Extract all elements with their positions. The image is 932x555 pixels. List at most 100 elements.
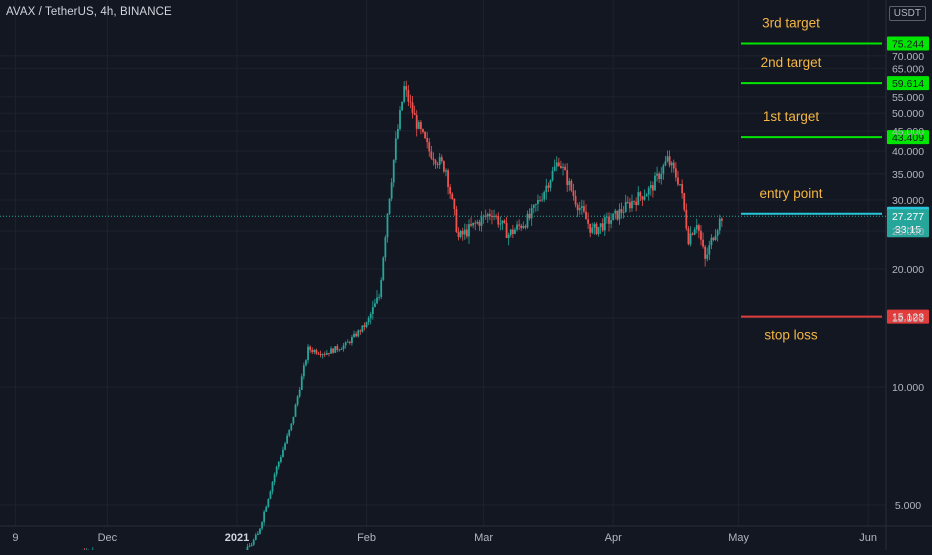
- time-axis: 9 Dec 2021 Feb Mar Apr May Jun: [12, 532, 877, 544]
- candle-body: [470, 224, 472, 226]
- candle-body: [522, 226, 525, 228]
- candle-body: [524, 226, 527, 228]
- candle-body: [346, 341, 349, 343]
- candle-body: [629, 202, 631, 209]
- candle-body: [250, 544, 253, 547]
- candle-body: [415, 115, 418, 129]
- candle-body: [359, 330, 362, 332]
- bar-countdown-text: 33:15: [895, 224, 921, 236]
- candle-body: [560, 165, 562, 168]
- candle-body: [509, 229, 512, 235]
- candle-body: [716, 230, 719, 236]
- candle-body: [449, 186, 452, 194]
- candle-body: [313, 350, 316, 353]
- level-price-tag-text: 43.409: [892, 132, 924, 144]
- candle-body: [507, 234, 510, 238]
- candle-body: [411, 102, 414, 113]
- candle-body: [436, 164, 439, 166]
- candle-body: [530, 207, 533, 219]
- candle-body: [265, 506, 268, 512]
- candle-body: [357, 330, 360, 337]
- candle-body: [355, 333, 358, 337]
- candle-body: [336, 346, 339, 350]
- candle-body: [296, 396, 299, 405]
- candle-body: [693, 229, 696, 235]
- candle-body: [403, 86, 406, 102]
- candle-body: [633, 201, 635, 202]
- candle-body: [288, 429, 291, 436]
- candle-body: [311, 350, 314, 353]
- candle-body: [601, 223, 604, 231]
- candle-body: [637, 192, 640, 205]
- candle-body: [430, 151, 433, 159]
- candle-body: [539, 199, 541, 201]
- candle-body: [710, 237, 713, 246]
- candle-body: [589, 223, 592, 233]
- candle-body: [608, 216, 610, 224]
- candle-body: [302, 365, 305, 377]
- y-tick-label: 65.000: [892, 63, 924, 75]
- price-unit-badge[interactable]: USDT: [888, 6, 926, 21]
- candle-body: [445, 170, 447, 172]
- candle-body: [386, 213, 389, 238]
- candle-body: [307, 346, 309, 361]
- candle-body: [606, 216, 608, 218]
- candle-body: [551, 170, 554, 181]
- candle-body: [679, 184, 681, 185]
- candle-body: [340, 349, 343, 350]
- trade-levels: 3rd target 75.244 2nd target 59.614 1st targ…: [741, 16, 929, 343]
- candle-body: [712, 237, 715, 240]
- candle-body: [376, 297, 378, 304]
- candle-body: [367, 318, 370, 323]
- candle-body: [543, 192, 546, 200]
- candle-body: [681, 184, 684, 194]
- current-price-tag: [887, 209, 929, 238]
- candle-body: [342, 345, 345, 350]
- candle-body: [566, 170, 569, 186]
- candle-body: [486, 214, 489, 217]
- candle-body: [378, 297, 380, 298]
- candle-body: [505, 222, 508, 238]
- candle-body: [457, 232, 460, 237]
- candle-body: [422, 129, 424, 133]
- candle-body: [259, 528, 261, 534]
- candle-body: [683, 193, 686, 210]
- candle-body: [666, 156, 669, 162]
- candle-body: [351, 337, 353, 343]
- candle-body: [319, 354, 322, 356]
- x-tick-label: Feb: [357, 532, 376, 544]
- x-tick-label: Apr: [605, 532, 622, 544]
- candle-body: [292, 416, 295, 424]
- candle-body: [697, 225, 700, 231]
- candle-body: [631, 201, 633, 209]
- x-tick-label: 9: [12, 532, 18, 544]
- candle-body: [668, 156, 671, 166]
- candle-body: [334, 346, 337, 353]
- candle-body: [447, 170, 449, 187]
- level-price-tag: [887, 130, 929, 145]
- candle-body: [317, 353, 320, 355]
- candle-body: [537, 199, 539, 204]
- candle-body: [455, 209, 458, 233]
- candle-body: [438, 157, 441, 165]
- candle-body: [541, 199, 544, 201]
- candle-body: [286, 435, 289, 444]
- candle-body: [574, 195, 577, 205]
- candle-body: [534, 203, 537, 205]
- candle-body: [468, 224, 470, 237]
- candle-body: [271, 482, 274, 492]
- current-price-text: 27.277: [892, 211, 924, 223]
- candle-body: [472, 222, 475, 226]
- candle-body: [476, 221, 479, 224]
- candle-body: [465, 229, 468, 237]
- candle-body: [597, 226, 600, 234]
- candle-body: [660, 173, 663, 180]
- candle-body: [714, 235, 717, 240]
- candle-body: [256, 533, 259, 536]
- x-tick-label: Dec: [98, 532, 118, 544]
- candle-body: [564, 166, 567, 171]
- level-price-tag: [887, 309, 929, 324]
- level-annotation: 3rd target: [762, 16, 820, 31]
